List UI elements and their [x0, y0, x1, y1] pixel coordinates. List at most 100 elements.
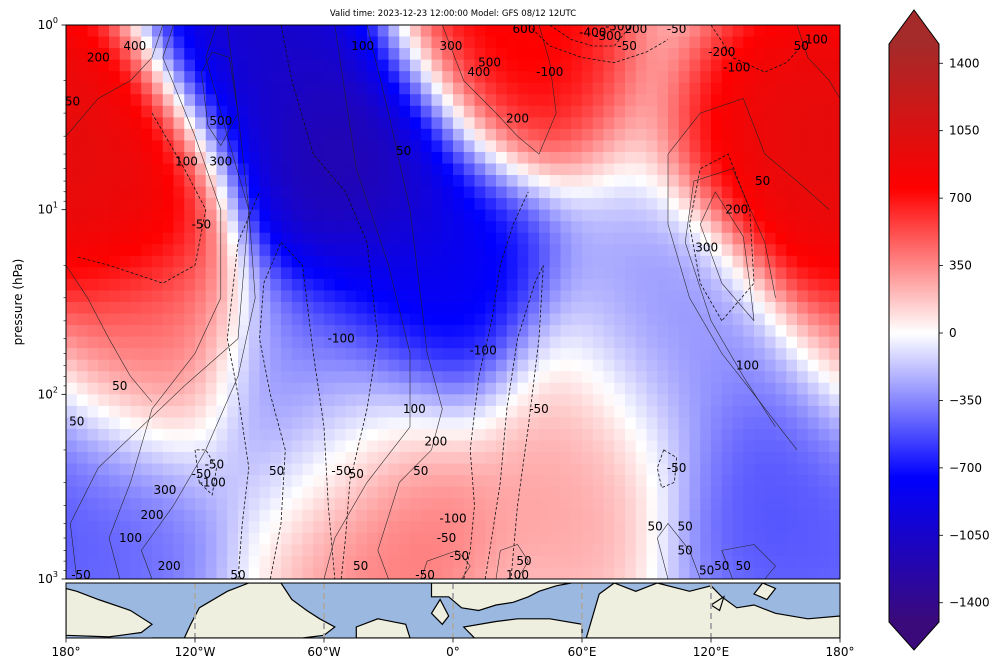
field-cell: [377, 163, 390, 176]
field-cell: [797, 163, 809, 176]
field-cell: [410, 290, 422, 303]
field-cell: [560, 221, 572, 234]
field-cell: [625, 244, 637, 257]
field-cell: [76, 486, 89, 499]
field-cell: [571, 567, 583, 579]
field-cell: [463, 25, 476, 38]
field-cell: [345, 25, 357, 38]
field-cell: [152, 232, 164, 245]
field-cell: [248, 498, 261, 511]
contour-label: 50: [647, 520, 662, 534]
field-cell: [442, 532, 454, 545]
field-cell: [807, 290, 820, 303]
field-cell: [270, 278, 282, 292]
field-cell: [453, 59, 465, 72]
field-cell: [539, 509, 551, 522]
field-cell: [281, 336, 293, 349]
field-cell: [216, 371, 228, 384]
field-cell: [818, 105, 830, 118]
field-cell: [474, 567, 486, 579]
field-cell: [539, 394, 551, 407]
field-cell: [517, 521, 529, 534]
field-cell: [657, 348, 669, 361]
field-cell: [818, 405, 830, 419]
field-cell: [130, 498, 142, 511]
solid-contour-line: [442, 25, 557, 155]
field-cell: [152, 544, 164, 557]
field-cell: [367, 486, 379, 499]
field-cell: [248, 313, 261, 326]
field-cell: [646, 255, 658, 268]
field-cell: [173, 544, 185, 557]
field-cell: [270, 221, 282, 234]
field-cell: [356, 71, 368, 84]
field-cell: [270, 405, 282, 419]
field-cell: [754, 532, 766, 545]
field-cell: [764, 186, 777, 199]
field-cell: [173, 244, 185, 257]
field-cell: [549, 452, 562, 465]
field-cell: [205, 244, 218, 257]
field-cell: [528, 128, 540, 142]
field-cell: [334, 348, 347, 361]
colorbar-tick-label: 350: [949, 259, 972, 273]
field-cell: [66, 94, 78, 107]
field-cell: [678, 278, 691, 292]
field-cell: [539, 105, 551, 118]
field-cell: [678, 255, 691, 268]
field-cell: [388, 232, 400, 245]
field-cell: [786, 151, 798, 165]
field-cell: [668, 532, 680, 545]
field-cell: [173, 94, 185, 107]
field-cell: [270, 59, 282, 72]
field-cell: [173, 151, 185, 165]
field-cell: [184, 417, 196, 430]
field-cell: [119, 278, 132, 292]
field-cell: [162, 278, 175, 292]
field-cell: [786, 544, 798, 557]
field-cell: [442, 440, 454, 453]
field-cell: [485, 221, 497, 234]
field-cell: [646, 486, 658, 499]
field-cell: [721, 555, 734, 569]
field-cell: [367, 36, 379, 49]
field-cell: [474, 48, 486, 61]
field-cell: [711, 267, 723, 280]
field-cell: [281, 359, 293, 372]
field-cell: [184, 394, 196, 407]
field-cell: [592, 394, 605, 407]
field-cell: [302, 186, 314, 199]
field-cell: [668, 440, 680, 453]
field-cell: [345, 59, 357, 72]
field-cell: [431, 48, 443, 61]
field-cell: [66, 232, 78, 245]
contour-label: 400: [467, 65, 490, 79]
field-cell: [76, 128, 89, 142]
field-cell: [410, 221, 422, 234]
field-cell: [334, 151, 347, 165]
field-cell: [668, 555, 680, 569]
field-cell: [195, 440, 207, 453]
field-cell: [786, 463, 798, 476]
field-cell: [442, 221, 454, 234]
field-cell: [689, 532, 701, 545]
field-cell: [66, 521, 78, 534]
field-cell: [700, 117, 712, 130]
field-cell: [141, 198, 153, 211]
field-cell: [399, 428, 411, 442]
field-cell: [539, 544, 551, 557]
field-cell: [496, 221, 508, 234]
field-cell: [625, 567, 637, 579]
field-cell: [431, 348, 443, 361]
field-cell: [689, 440, 701, 453]
field-cell: [582, 244, 594, 257]
field-cell: [463, 440, 476, 453]
field-cell: [367, 209, 379, 222]
field-cell: [668, 509, 680, 522]
field-cell: [668, 221, 680, 234]
field-cell: [162, 140, 175, 153]
field-cell: [668, 59, 680, 72]
field-cell: [571, 475, 583, 488]
field-cell: [689, 463, 701, 476]
field-cell: [291, 336, 304, 349]
